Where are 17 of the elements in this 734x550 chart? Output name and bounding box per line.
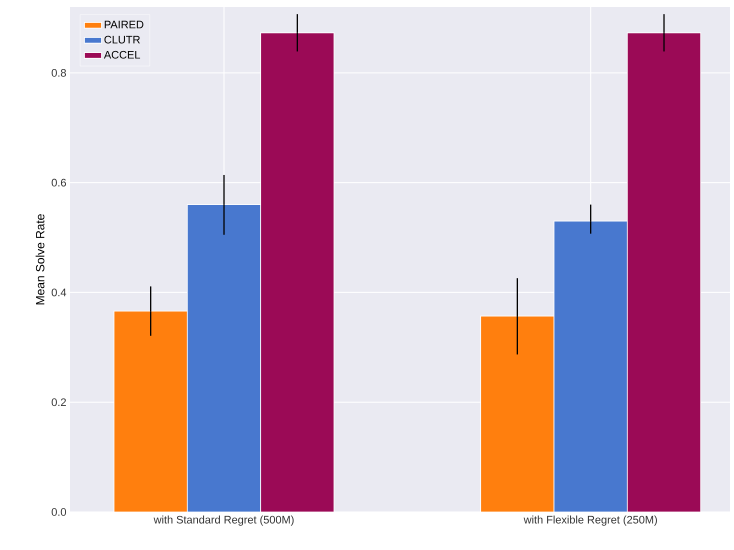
bar	[554, 220, 628, 512]
legend-label: CLUTR	[104, 36, 140, 44]
legend-label: ACCEL	[104, 50, 140, 59]
x-tick-label: with Standard Regret (500M)	[154, 516, 294, 526]
bar	[186, 204, 262, 512]
y-tick-label: 0.8	[52, 69, 66, 77]
y-tick-label: 0.6	[52, 178, 66, 187]
y-tick-label: 0.2	[52, 398, 66, 406]
legend-label: PAIRED	[104, 20, 144, 28]
y-tick-label: 0.4	[52, 288, 66, 296]
bar	[626, 32, 702, 512]
bar	[480, 316, 554, 512]
bar	[114, 310, 188, 512]
x-tick-label: with Flexible Regret (250M)	[524, 516, 657, 526]
y-axis-title: Mean Solve Rate	[36, 214, 44, 304]
bar	[260, 32, 334, 512]
y-tick-label: 0.0	[52, 508, 66, 516]
